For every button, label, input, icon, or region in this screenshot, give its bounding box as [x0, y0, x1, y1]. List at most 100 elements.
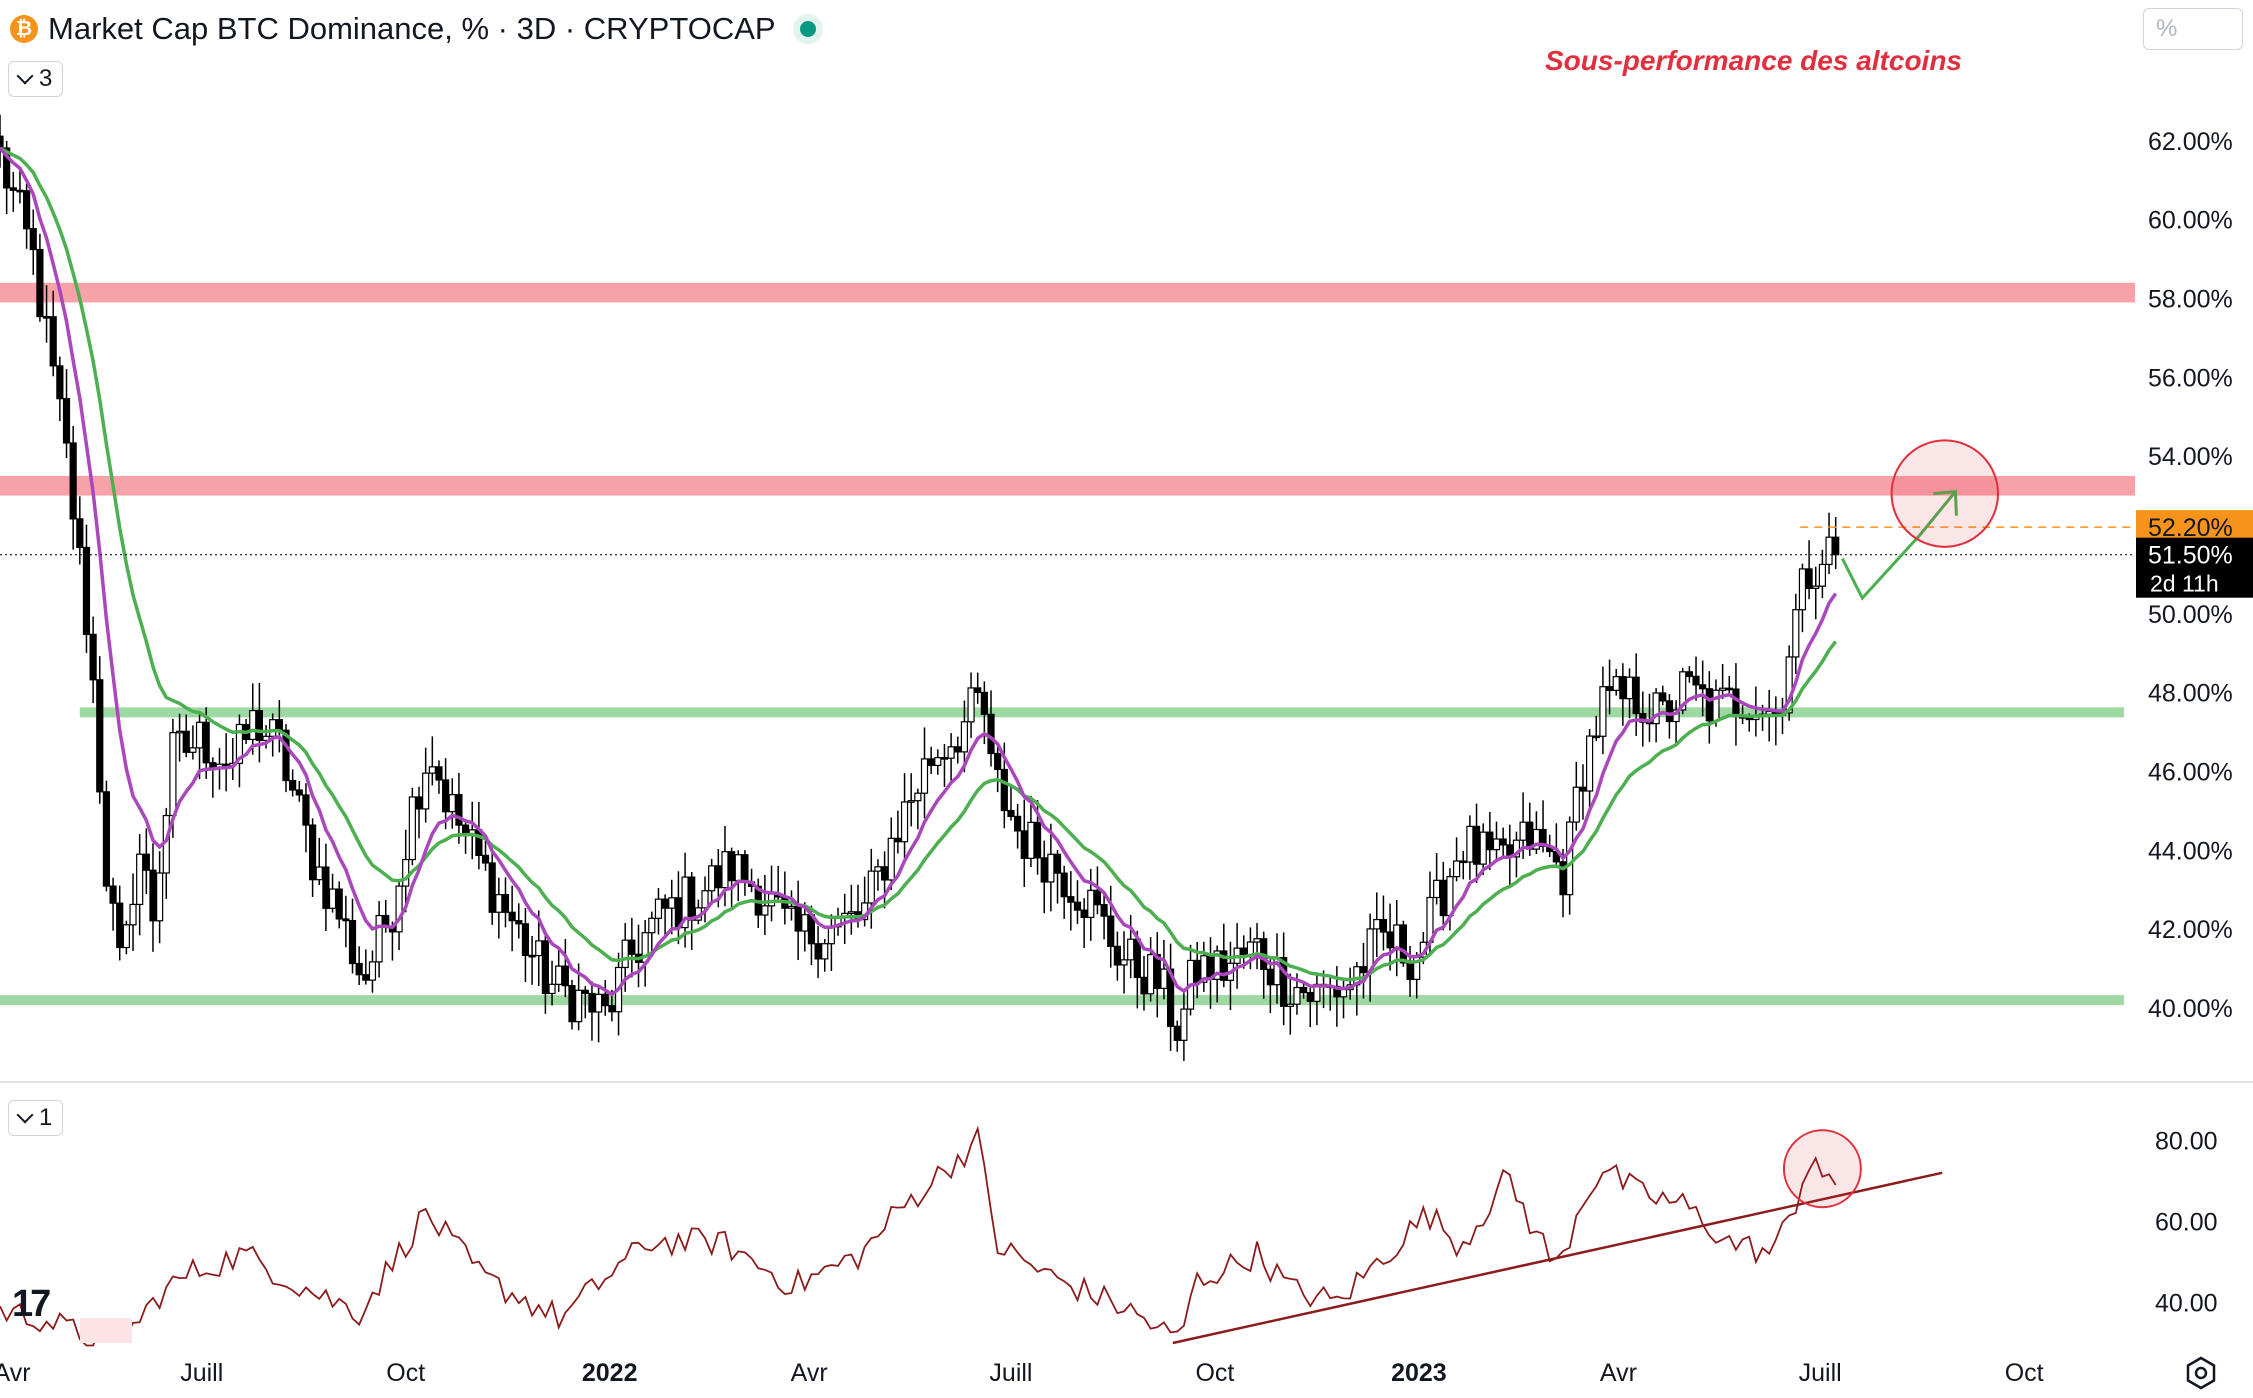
percent-scale-toggle[interactable]: % [2143, 8, 2243, 50]
candle-body [195, 721, 204, 749]
support-line-2 [0, 995, 2124, 1006]
chart-title: Market Cap BTC Dominance, % · 3D · CRYPT… [48, 11, 776, 46]
candle-body [1220, 950, 1228, 981]
candle-body [1379, 918, 1388, 933]
projection-path [1841, 490, 1957, 601]
ema-slow-line [0, 146, 1838, 982]
candle-body [601, 993, 609, 1007]
candle-body [295, 789, 303, 796]
candle-body [1073, 901, 1082, 911]
candle-body [1486, 831, 1494, 851]
y-axis-label: 44.00% [2148, 837, 2233, 865]
candle-body [1705, 688, 1713, 722]
candle-body [16, 189, 24, 193]
candle-body [714, 865, 722, 889]
candle-body [1100, 904, 1108, 917]
candle-body [541, 940, 549, 995]
candle-body [1386, 931, 1394, 949]
candle-body [721, 851, 729, 889]
candle-body [874, 866, 882, 872]
candle-body [76, 518, 84, 549]
candle-body [402, 858, 410, 887]
y-axis-label: 48.00% [2148, 680, 2233, 708]
candle-body [1399, 924, 1407, 964]
candle-body [0, 135, 4, 149]
candle-body [987, 713, 995, 755]
candle-body [1659, 692, 1667, 702]
candle-body [548, 983, 556, 995]
candle-body [1053, 853, 1062, 874]
candle-body [49, 316, 57, 367]
candle-body [661, 898, 669, 909]
candle-body [1286, 1003, 1294, 1007]
candle-body [1719, 687, 1727, 691]
candle-body [1406, 962, 1414, 980]
main-pane-collapse-button[interactable]: 3 [8, 61, 64, 97]
candle-body [1359, 966, 1368, 974]
rsi-y-axis-label: 40.00 [2155, 1289, 2218, 1317]
candle-body [1193, 959, 1201, 983]
candle-body [1446, 876, 1454, 917]
candle-body [289, 779, 297, 791]
candle-body [708, 865, 716, 892]
candle-body [555, 965, 563, 985]
x-axis-label: Avr [1600, 1359, 1637, 1387]
candle-body [1712, 689, 1720, 722]
candle-body [481, 854, 490, 864]
candle-body [1586, 735, 1594, 792]
candle-body [1818, 563, 1826, 587]
candle-body [568, 985, 576, 1023]
candle-body [222, 763, 230, 767]
candle-body [521, 923, 530, 956]
rsi-y-axis-label: 60.00 [2155, 1208, 2218, 1236]
candle-body [1785, 656, 1793, 714]
candle-body [1107, 915, 1115, 947]
candle-body [1253, 938, 1261, 943]
candle-body [1173, 1025, 1181, 1041]
candle-body [1625, 676, 1634, 700]
gear-icon[interactable] [2183, 1355, 2219, 1391]
candle-body [1014, 815, 1022, 832]
candle-body [315, 866, 323, 881]
candle-body [508, 911, 516, 922]
last-price-label: 51.50% [2148, 542, 2233, 570]
candle-body [1127, 938, 1135, 961]
resistance-zone-2 [0, 475, 2135, 496]
candle-body [1639, 712, 1647, 723]
candle-body [122, 924, 130, 949]
candle-body [328, 888, 337, 909]
candle-body [681, 876, 689, 929]
resistance-zone-1 [0, 282, 2135, 303]
candle-body [408, 796, 416, 861]
candle-body [1519, 821, 1527, 841]
candle-body [907, 800, 915, 803]
candle-body [1472, 825, 1481, 865]
candle-body [335, 888, 343, 920]
candle-body [608, 1005, 616, 1013]
candle-body [448, 794, 456, 813]
candle-body [947, 746, 955, 759]
indicator-pane-collapse-button[interactable]: 1 [8, 1100, 64, 1136]
x-axis-label: Oct [1195, 1359, 1234, 1387]
candle-body [1499, 838, 1507, 846]
candle-body [1140, 976, 1148, 995]
last-price-badge [2136, 537, 2253, 598]
candle-body [1599, 686, 1607, 737]
candle-body [847, 911, 855, 914]
candle-body [1213, 950, 1221, 980]
candle-body [761, 905, 769, 916]
x-axis-label: Juill [1799, 1359, 1842, 1387]
candle-body [342, 918, 350, 922]
candle-body [362, 974, 370, 981]
candle-body [1433, 879, 1441, 899]
candle-body [1805, 568, 1813, 589]
support-line-1 [79, 707, 2124, 718]
candle-body [1572, 786, 1580, 823]
chart-header: ₿ Market Cap BTC Dominance, % · 3D · CRY… [10, 10, 816, 48]
candle-body [42, 315, 51, 319]
candle-body [934, 757, 942, 767]
candle-body [1619, 676, 1627, 700]
candle-body [1280, 957, 1288, 1007]
candle-body [827, 926, 835, 945]
